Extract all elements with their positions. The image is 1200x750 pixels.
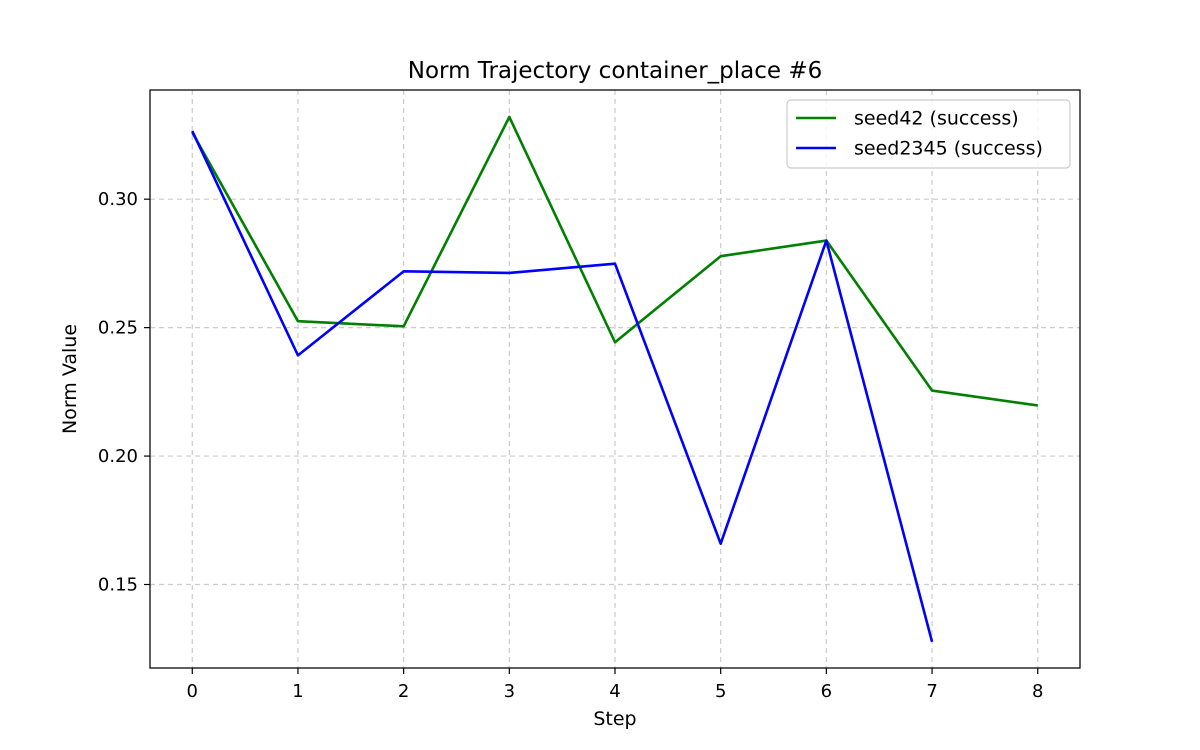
x-tick-label: 6: [821, 681, 832, 702]
grid-lines: [150, 90, 1080, 668]
y-tick-label: 0.30: [98, 189, 138, 210]
x-tick-label: 3: [504, 681, 515, 702]
x-tick-label: 8: [1032, 681, 1043, 702]
x-tick-label: 5: [715, 681, 726, 702]
x-tick-label: 7: [926, 681, 937, 702]
series-line: [191, 130, 934, 643]
legend: seed42 (success) seed2345 (success): [786, 99, 1071, 169]
legend-box: [786, 99, 1071, 169]
x-axis-label: Step: [593, 708, 636, 730]
x-tick-label: 1: [292, 681, 303, 702]
axis-ticks: 0 1 2 3 4 5 6 7 8 0.15 0.20 0.25 0.30: [98, 189, 1044, 702]
x-tick-label: 4: [609, 681, 620, 702]
y-tick-label: 0.25: [98, 318, 138, 339]
series-lines: [191, 115, 1038, 643]
y-axis-label: Norm Value: [59, 324, 81, 434]
legend-entry-label: seed2345 (success): [854, 138, 1043, 160]
x-tick-label: 0: [187, 681, 198, 702]
x-tick-label: 2: [398, 681, 409, 702]
legend-entry-label: seed42 (success): [854, 108, 1019, 130]
chart-title: Norm Trajectory container_place #6: [408, 58, 823, 84]
y-tick-label: 0.15: [98, 575, 138, 596]
y-tick-label: 0.20: [98, 446, 138, 467]
series-line: [191, 115, 1038, 407]
